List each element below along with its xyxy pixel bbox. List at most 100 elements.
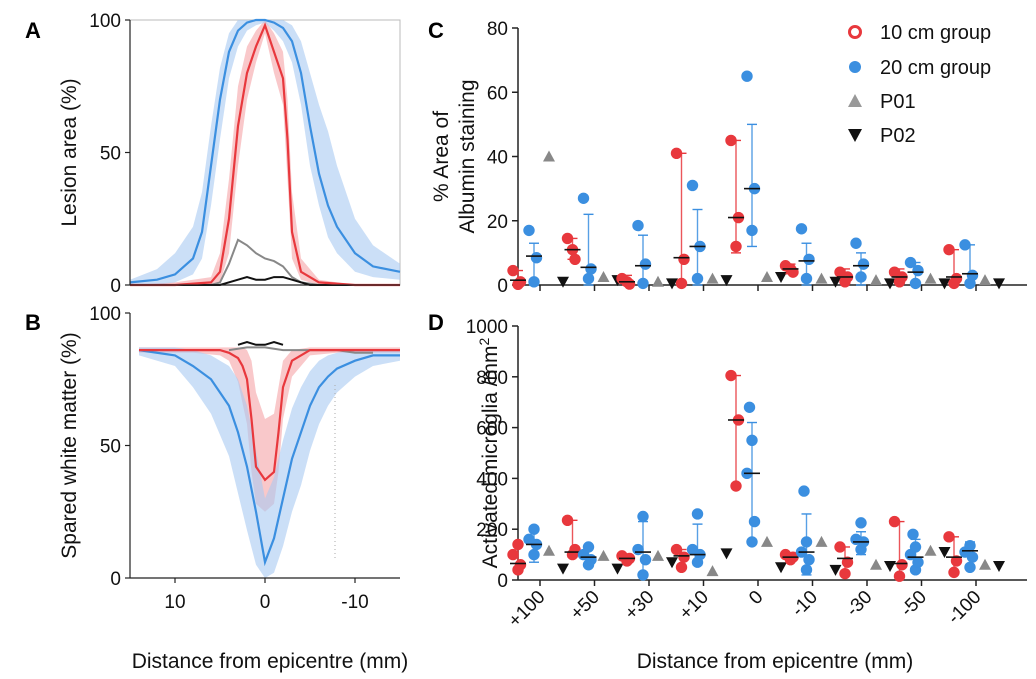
- y-axis-label-B: Spared white matter (%): [58, 332, 81, 558]
- data-point-C-p02: [938, 278, 951, 290]
- data-point-D-p02: [611, 563, 624, 575]
- data-point-C-p01: [815, 272, 828, 284]
- legend-marker-10cm: [848, 25, 862, 39]
- data-point-D-group20: [964, 540, 976, 552]
- series-line-A-group10: [130, 22, 400, 287]
- data-point-D-group20: [803, 553, 815, 566]
- data-point-C-group10: [678, 253, 690, 265]
- x-axis-label-B: Distance from epicentre (mm): [132, 650, 409, 673]
- legend-label: 10 cm group: [880, 22, 991, 44]
- data-point-D-group20: [743, 401, 756, 413]
- y-axis-label-D: Activated microglia /mm2: [476, 337, 502, 568]
- data-point-C-p01: [652, 275, 664, 287]
- series-line-A-p02: [130, 276, 400, 286]
- data-point-C-p01: [979, 274, 991, 286]
- x-tick-label-D: -100: [944, 587, 986, 629]
- y-tick-label-C: 60: [487, 83, 508, 104]
- data-point-C-group20: [912, 264, 924, 277]
- series-line-B-p02: [237, 341, 284, 346]
- data-point-D-group20: [800, 564, 813, 576]
- y-tick-label-D: 600: [476, 419, 508, 440]
- legend-label: P01: [880, 91, 916, 113]
- x-tick-label-B: 10: [164, 592, 185, 613]
- data-point-D-p02: [993, 561, 1005, 573]
- data-point-C-group20: [639, 258, 652, 270]
- data-point-D-group20: [637, 510, 649, 523]
- legend-marker-p02: [848, 129, 862, 142]
- sd-band-A-group20: [130, 20, 400, 285]
- y-tick-label-C: 80: [487, 19, 508, 40]
- data-point-D-group20: [855, 517, 867, 529]
- data-point-D-group20: [582, 541, 595, 553]
- data-point-C-group20: [795, 223, 808, 235]
- data-point-C-group10: [834, 266, 846, 278]
- data-point-C-group20: [530, 251, 543, 264]
- y-axis-label-superscript-D: 2: [476, 337, 492, 345]
- data-point-D-group20: [746, 536, 758, 548]
- y-tick-label-B: 100: [89, 304, 121, 325]
- data-point-C-group20: [746, 224, 758, 237]
- data-point-D-group20: [746, 434, 758, 446]
- data-point-D-group20: [528, 523, 540, 535]
- data-point-C-group20: [691, 272, 704, 285]
- data-point-C-group20: [800, 272, 813, 285]
- y-tick-label-D: 800: [476, 368, 508, 389]
- data-point-D-group10: [893, 570, 906, 582]
- data-point-D-group20: [686, 543, 699, 556]
- data-point-D-p01: [761, 535, 773, 547]
- data-point-C-p01: [543, 150, 555, 162]
- sd-band-B-group10: [139, 347, 400, 512]
- data-point-C-p01: [597, 270, 610, 282]
- data-point-C-group10: [888, 266, 901, 278]
- x-tick-label-D: +10: [675, 587, 713, 625]
- y-tick-label-C: 0: [497, 276, 508, 297]
- data-point-D-group10: [512, 538, 524, 551]
- data-point-C-p02: [775, 271, 787, 283]
- data-point-D-group10: [839, 567, 851, 580]
- series-line-B-group20: [138, 349, 400, 567]
- data-point-C-p01: [870, 274, 882, 286]
- series-line-A-group20: [129, 18, 401, 284]
- data-point-D-group10: [730, 480, 742, 492]
- data-point-D-group10: [670, 543, 683, 556]
- y-axis-label-C: % Area of: [430, 111, 453, 202]
- data-point-C-group20: [850, 237, 862, 249]
- data-point-C-group20: [582, 272, 595, 285]
- data-point-C-group10: [670, 147, 683, 159]
- data-point-C-group20: [803, 253, 815, 265]
- series-line-B-group10: [139, 349, 400, 482]
- y-tick-label-D: 400: [476, 469, 508, 490]
- data-point-C-p02: [829, 276, 842, 288]
- y-axis-label-A: Lesion area (%): [58, 78, 81, 226]
- data-point-D-p02: [829, 564, 842, 576]
- data-point-D-p01: [979, 558, 991, 570]
- y-tick-label-A: 50: [100, 144, 121, 165]
- data-point-D-p02: [557, 563, 569, 575]
- y-tick-label-C: 20: [487, 212, 508, 233]
- data-point-C-p02: [884, 278, 896, 290]
- x-tick-label-D: 0: [745, 587, 767, 609]
- data-point-D-group20: [850, 533, 862, 546]
- legend-label: P02: [880, 125, 916, 147]
- y-tick-label-D: 200: [476, 520, 508, 541]
- data-point-C-group20: [855, 271, 867, 283]
- legend-marker-20cm: [849, 61, 861, 73]
- data-point-D-group10: [841, 556, 854, 568]
- data-point-C-group20: [577, 192, 590, 204]
- data-point-D-group10: [950, 555, 963, 567]
- data-point-C-group10: [725, 134, 737, 147]
- data-point-C-group20: [528, 276, 540, 288]
- data-point-D-p01: [924, 544, 937, 556]
- y-axis-label-C: Albumin staining: [456, 79, 479, 233]
- legend-marker-p01: [848, 94, 862, 107]
- data-point-C-p01: [761, 270, 773, 282]
- panel-letter-C: C: [428, 18, 444, 43]
- data-point-D-p01: [706, 565, 719, 577]
- x-tick-label-D: -10: [788, 587, 822, 621]
- data-point-C-p02: [720, 275, 733, 287]
- data-point-D-group10: [888, 515, 901, 528]
- legend-label: 20 cm group: [880, 57, 991, 79]
- y-tick-label-C: 40: [487, 148, 508, 169]
- data-point-D-p02: [884, 561, 896, 573]
- x-tick-label-D: +30: [621, 587, 659, 625]
